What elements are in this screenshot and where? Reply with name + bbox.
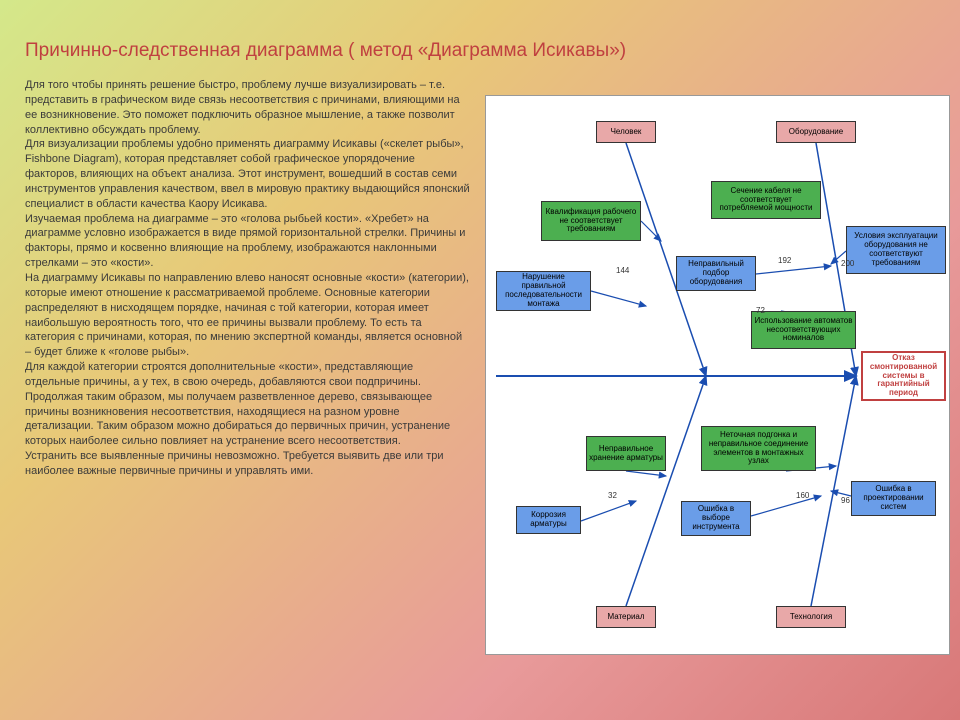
description-text: Для того чтобы принять решение быстро, п…	[25, 78, 470, 479]
edge-weight: 192	[778, 256, 791, 265]
fishbone-diagram: Человек Оборудование Материал Технология Ква…	[485, 95, 950, 655]
cause-c8: Неточная подгонка и неправильное соедине…	[701, 426, 816, 471]
cause-c6: Использование автоматов несоответствующи…	[751, 311, 856, 349]
cause-c10: Ошибка в выборе инструмента	[681, 501, 751, 536]
cause-c1: Квалификация рабочего не соответствует т…	[541, 201, 641, 241]
category-material: Материал	[596, 606, 656, 628]
edge-weight: 72	[756, 306, 765, 315]
edge-weight: 160	[796, 491, 809, 500]
edge-weight: 32	[608, 491, 617, 500]
cause-c7: Неправильное хранение арматуры	[586, 436, 666, 471]
cause-c5: Условия эксплуатации оборудования не соо…	[846, 226, 946, 274]
fish-head: Отказ смонтированной системы в гарантийн…	[861, 351, 946, 401]
cause-c11: Ошибка в проектировании систем	[851, 481, 936, 516]
edge-weight: 200	[841, 259, 854, 268]
category-equipment: Оборудование	[776, 121, 856, 143]
cause-c4: Неправильный подбор оборудования	[676, 256, 756, 291]
category-human: Человек	[596, 121, 656, 143]
edge-weight: 96	[841, 496, 850, 505]
cause-c3: Нарушение правильной последовательности …	[496, 271, 591, 311]
cause-c2: Сечение кабеля не соответствует потребля…	[711, 181, 821, 219]
edge-weight: 144	[616, 266, 629, 275]
cause-c9: Коррозия арматуры	[516, 506, 581, 534]
category-technology: Технология	[776, 606, 846, 628]
page-title: Причинно-следственная диаграмма ( метод …	[25, 40, 626, 62]
